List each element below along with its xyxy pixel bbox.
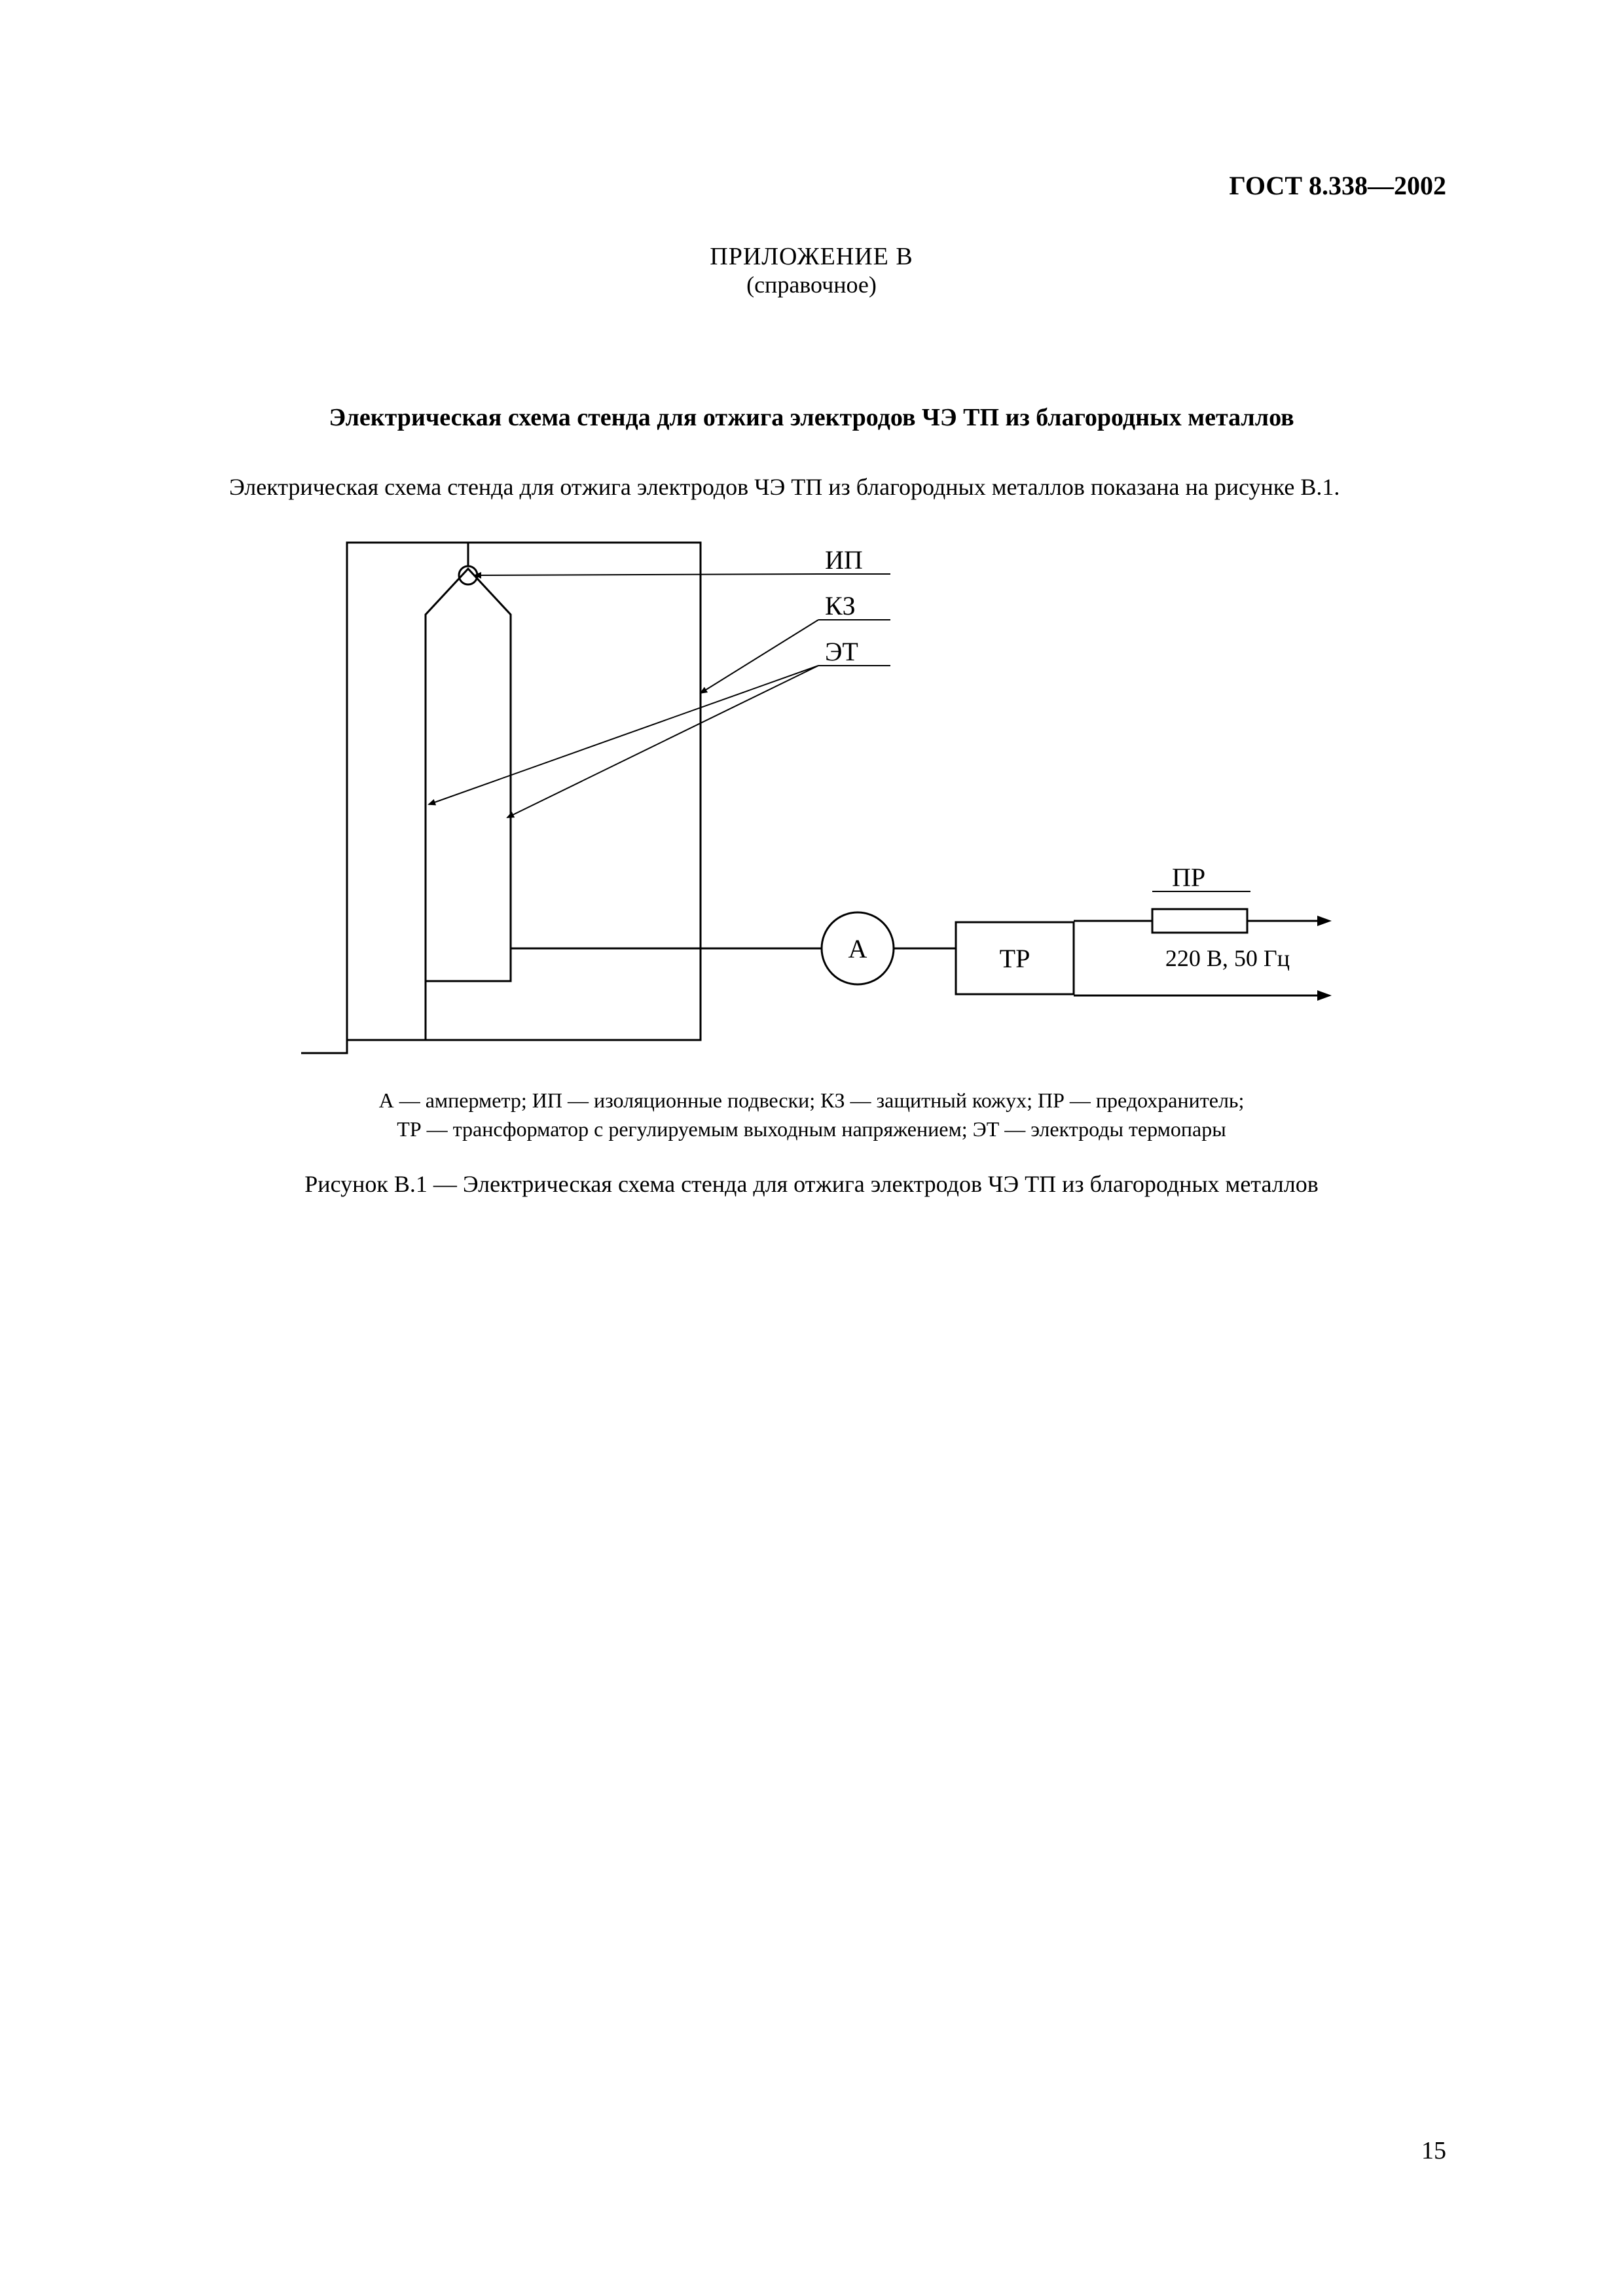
svg-text:А: А bbox=[848, 934, 867, 963]
svg-text:ПР: ПР bbox=[1172, 863, 1205, 892]
svg-text:220 В, 50 Гц: 220 В, 50 Гц bbox=[1165, 945, 1289, 971]
svg-text:КЗ: КЗ bbox=[825, 591, 856, 620]
schematic-diagram: А ТР 220 В, 50 Гц ИП КЗ ЭТ ПР bbox=[255, 529, 1368, 1066]
appendix-label: ПРИЛОЖЕНИЕ В bbox=[170, 242, 1453, 271]
svg-text:ЭТ: ЭТ bbox=[825, 637, 858, 666]
diagram-container: А ТР 220 В, 50 Гц ИП КЗ ЭТ ПР bbox=[255, 529, 1368, 1066]
page-number: 15 bbox=[1421, 2136, 1446, 2165]
document-standard-id: ГОСТ 8.338—2002 bbox=[1229, 170, 1446, 201]
appendix-header: ПРИЛОЖЕНИЕ В (справочное) bbox=[170, 242, 1453, 298]
intro-paragraph: Электрическая схема стенда для отжига эл… bbox=[170, 471, 1453, 503]
legend-line-2: ТР — трансформатор с регулируемым выходн… bbox=[397, 1117, 1226, 1141]
svg-text:ТР: ТР bbox=[999, 944, 1030, 973]
diagram-legend: А — амперметр; ИП — изоляционные подвеск… bbox=[255, 1086, 1368, 1145]
svg-text:ИП: ИП bbox=[825, 545, 863, 575]
figure-caption: Рисунок В.1 — Электрическая схема стенда… bbox=[170, 1170, 1453, 1198]
section-title: Электрическая схема стенда для отжига эл… bbox=[170, 403, 1453, 432]
legend-line-1: А — амперметр; ИП — изоляционные подвеск… bbox=[379, 1088, 1245, 1112]
appendix-type: (справочное) bbox=[170, 271, 1453, 298]
